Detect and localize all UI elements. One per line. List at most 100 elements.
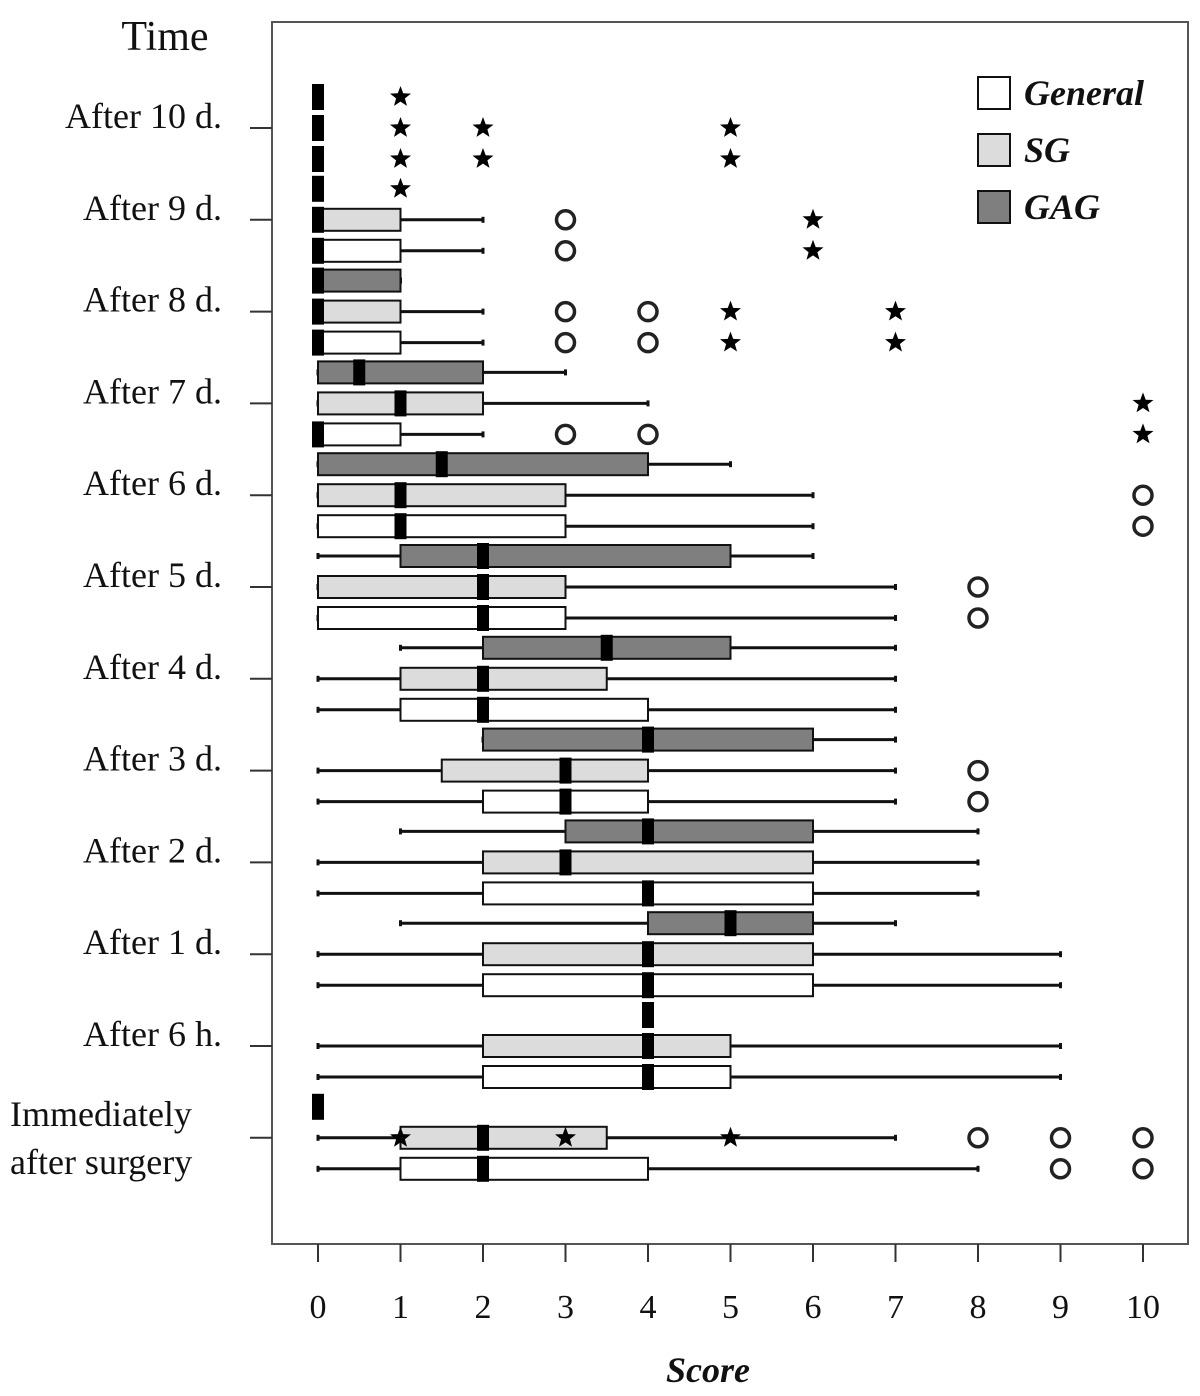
- x-tick-label: 6: [805, 1289, 822, 1326]
- box: [317, 330, 402, 355]
- outlier-point: [967, 576, 989, 598]
- box: [317, 268, 402, 293]
- median-mark: [312, 84, 324, 110]
- median-mark: [642, 941, 654, 968]
- outlier-point: [1132, 515, 1154, 537]
- box-group: [316, 849, 980, 876]
- box: [317, 575, 567, 599]
- median-mark: [312, 329, 324, 356]
- outlier-point: [967, 790, 989, 813]
- outlier-point: [1049, 1158, 1072, 1180]
- extreme-point: [472, 117, 494, 137]
- outlier-point: [1132, 1127, 1154, 1149]
- y-axis-ticks: [250, 127, 272, 1139]
- box: [317, 606, 567, 630]
- box: [317, 238, 402, 263]
- box-group: [312, 298, 906, 325]
- box-group: [316, 941, 1062, 968]
- median-mark: [312, 1093, 324, 1120]
- y-tick-label-line: Immediately: [10, 1094, 192, 1134]
- median-mark: [312, 175, 324, 202]
- box-group: [316, 972, 1062, 999]
- x-tick-label: 10: [1126, 1289, 1160, 1326]
- median-mark: [312, 206, 324, 233]
- median-mark: [353, 359, 366, 386]
- box-group: [312, 175, 411, 202]
- outlier-point: [554, 423, 577, 446]
- box-group: [316, 390, 1154, 417]
- median-mark: [642, 1033, 654, 1059]
- extreme-point: [472, 148, 494, 168]
- x-tick-label: 3: [557, 1289, 574, 1326]
- extreme-point: [720, 300, 741, 321]
- box: [399, 544, 732, 568]
- x-tick-label: 0: [310, 1289, 327, 1326]
- y-tick-label: After 3 d.: [83, 739, 222, 779]
- x-tick-label: 1: [392, 1289, 409, 1326]
- median-mark: [559, 788, 572, 815]
- box-group: [312, 421, 1154, 448]
- box-group: [399, 634, 897, 661]
- legend-swatch: [977, 133, 1011, 167]
- median-mark: [477, 1155, 489, 1182]
- box-group: [399, 818, 980, 845]
- y-tick-label: After 4 d.: [83, 647, 222, 687]
- outlier-point: [554, 240, 577, 262]
- box-group: [316, 696, 897, 723]
- extreme-point: [885, 331, 906, 352]
- box-group: [399, 910, 897, 937]
- extreme-point: [720, 148, 741, 168]
- box-group: [312, 115, 741, 141]
- box: [399, 1156, 649, 1181]
- extreme-point: [390, 148, 411, 168]
- box: [317, 207, 402, 232]
- outlier-point: [1132, 484, 1154, 506]
- box-group: [316, 1033, 1062, 1059]
- box-series: [312, 84, 1154, 1182]
- x-tick-label: 9: [1052, 1289, 1069, 1326]
- median-mark: [394, 390, 407, 417]
- box-group: [316, 757, 989, 784]
- y-tick-label: After 7 d.: [83, 371, 222, 411]
- extreme-point: [390, 177, 411, 198]
- outlier-point: [637, 331, 659, 354]
- box-group: [316, 482, 1154, 509]
- median-mark: [600, 634, 613, 661]
- box-group: [316, 1155, 1154, 1182]
- box-group: [312, 237, 824, 264]
- chart-title: Time: [121, 14, 208, 60]
- outlier-point: [637, 423, 659, 446]
- median-mark: [642, 1064, 654, 1090]
- box-group: [316, 788, 989, 815]
- box-group: [312, 206, 824, 233]
- median-mark: [312, 146, 324, 172]
- box: [399, 666, 608, 691]
- box-group: [316, 665, 897, 692]
- extreme-point: [720, 1126, 741, 1147]
- median-mark: [642, 880, 654, 907]
- extreme-point: [885, 300, 906, 321]
- box: [482, 1034, 732, 1058]
- extreme-point: [720, 117, 741, 137]
- median-mark: [642, 726, 654, 753]
- median-mark: [477, 543, 489, 569]
- box-group: [312, 84, 411, 110]
- box-group: [312, 267, 402, 294]
- median-mark: [559, 757, 572, 784]
- extreme-point: [1132, 392, 1154, 413]
- median-mark: [477, 696, 489, 723]
- box-group: [316, 574, 989, 600]
- box-group: [316, 880, 980, 907]
- box: [317, 360, 484, 385]
- extreme-point: [390, 117, 411, 137]
- median-mark: [312, 421, 324, 448]
- box-group: [312, 329, 906, 356]
- y-tick-label: After 2 d.: [83, 830, 222, 870]
- x-tick-label: 8: [970, 1289, 987, 1326]
- box: [317, 514, 567, 539]
- extreme-point: [720, 331, 741, 352]
- box: [564, 819, 814, 844]
- box-group: [481, 726, 897, 753]
- median-mark: [724, 910, 737, 937]
- box: [440, 758, 649, 783]
